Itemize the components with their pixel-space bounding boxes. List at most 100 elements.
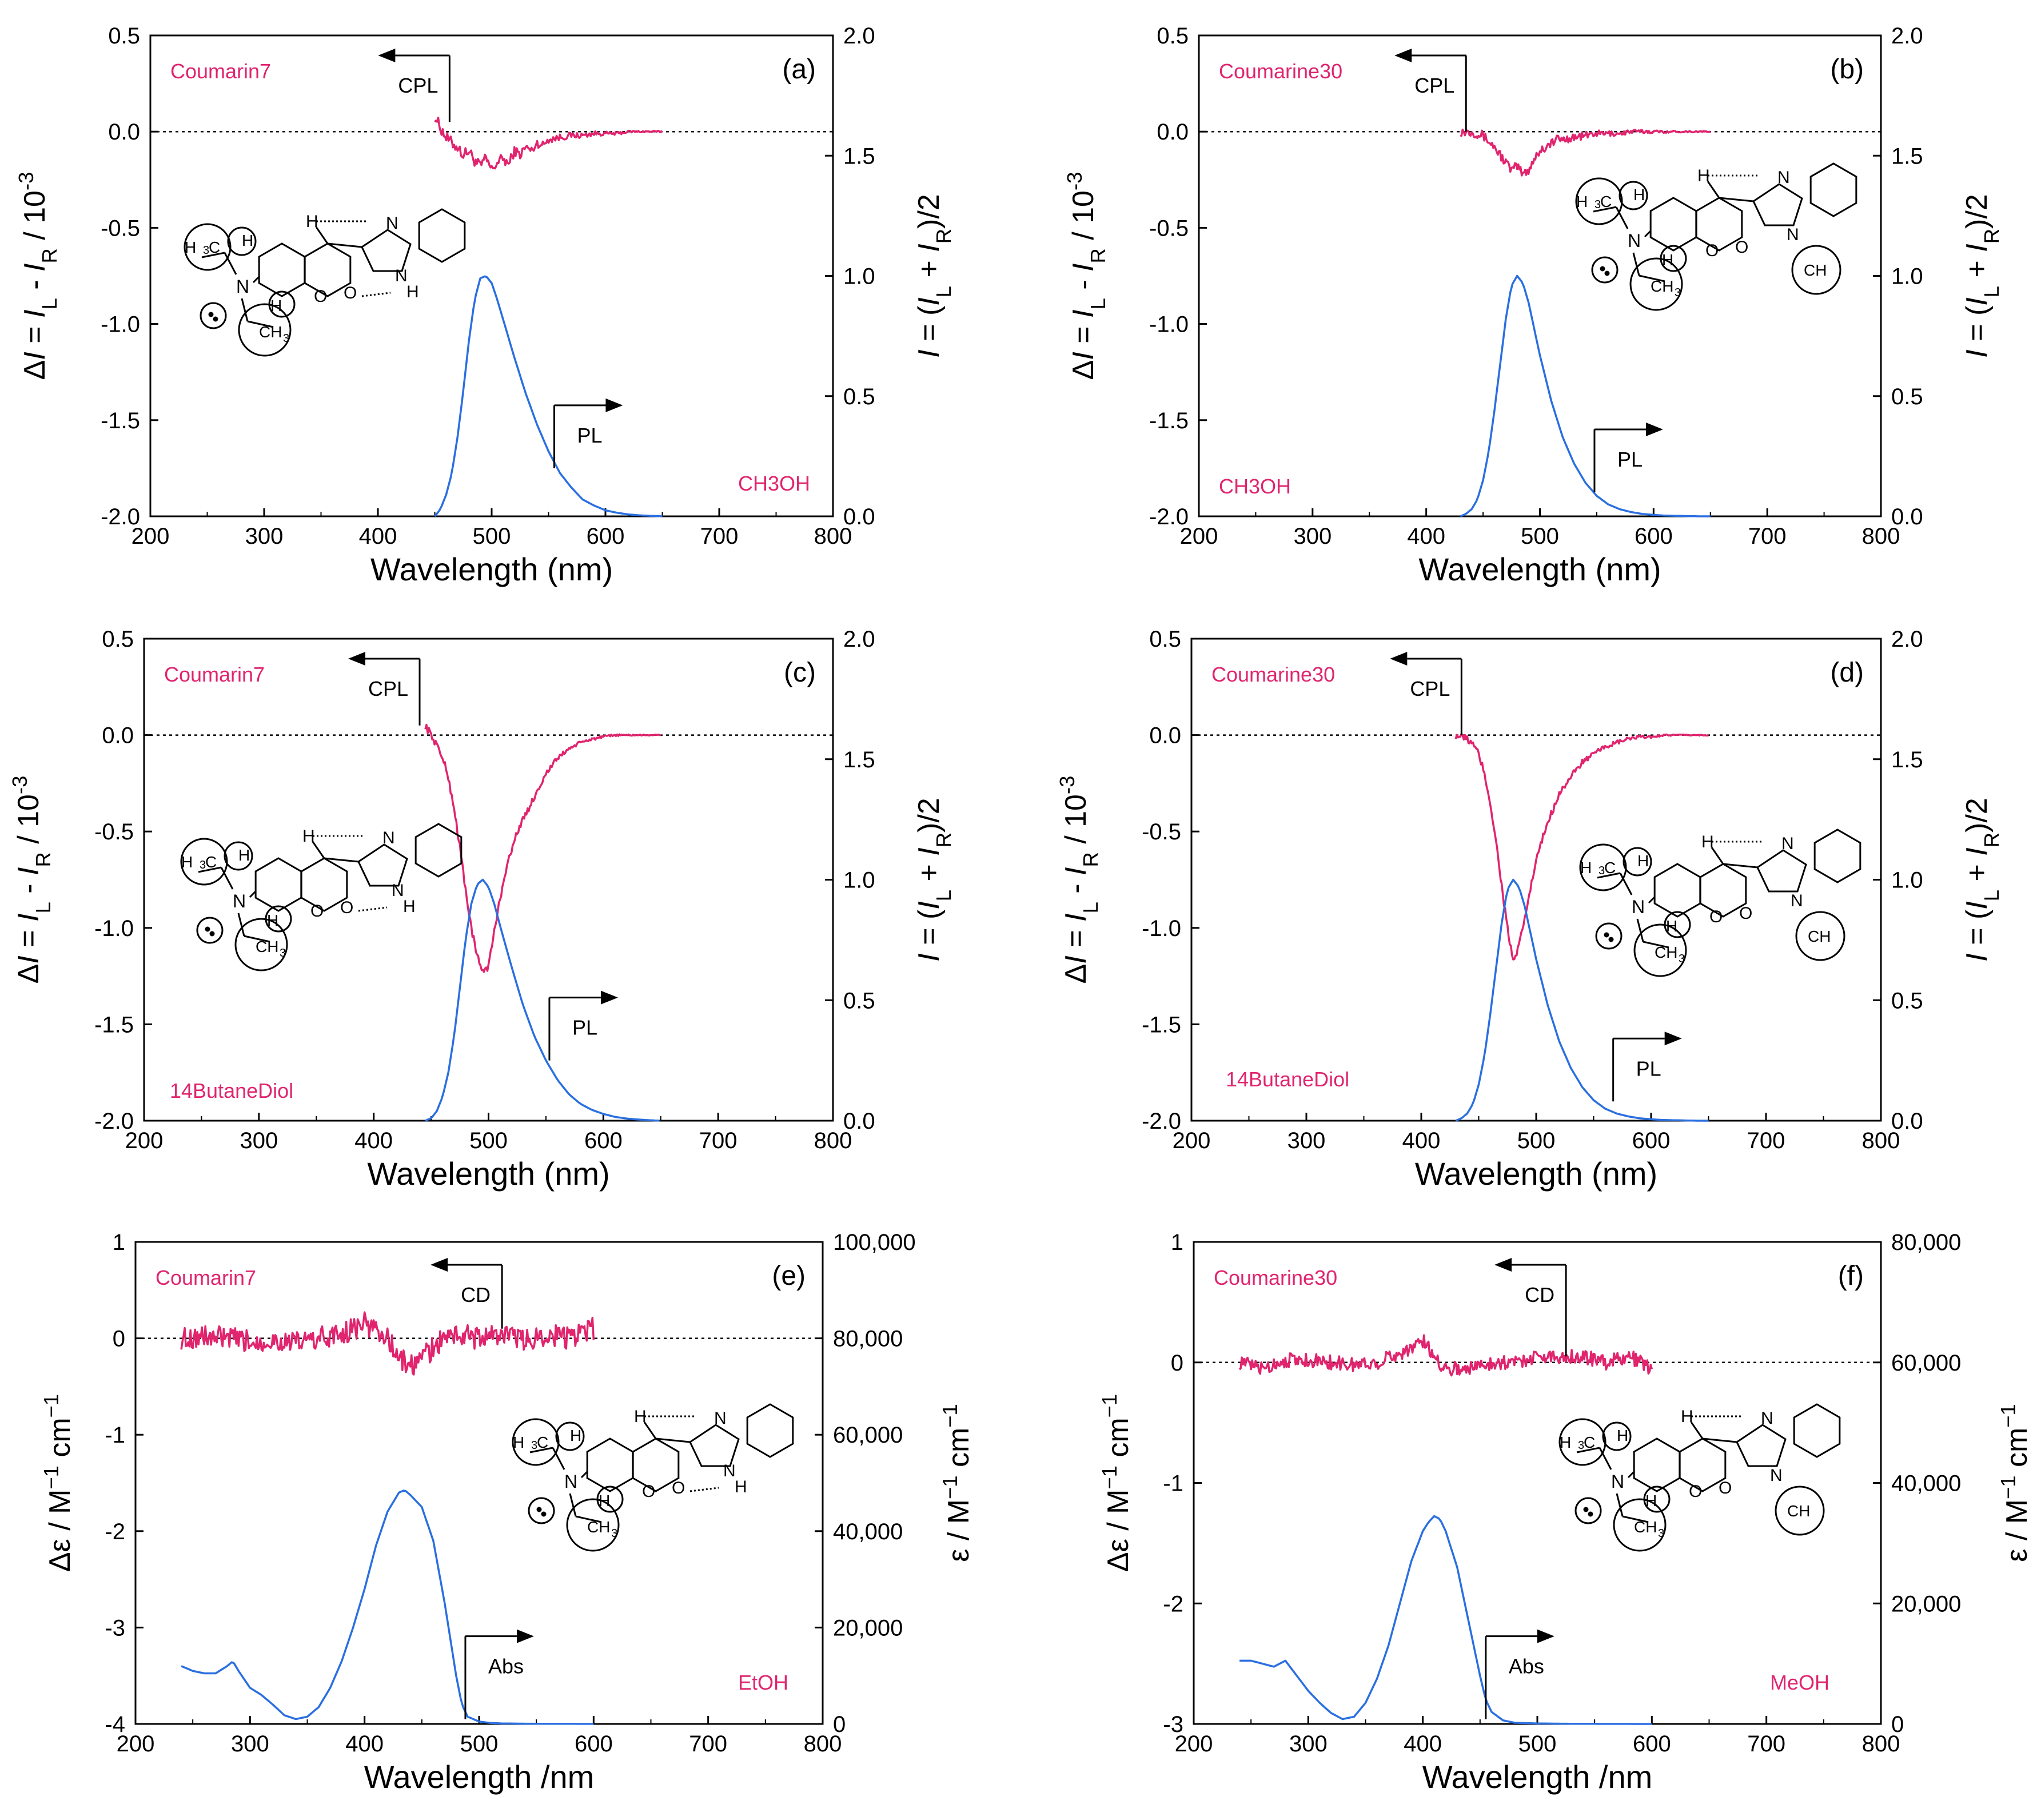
ring-bond xyxy=(254,857,302,912)
steric-arc xyxy=(1579,843,1627,891)
bond xyxy=(361,292,391,297)
solvent-label: 14ButaneDiol xyxy=(170,1079,293,1102)
right-tick-label: 1.0 xyxy=(843,868,875,893)
bond xyxy=(241,298,249,322)
lone-pair-dot xyxy=(213,316,218,322)
atom-label: H xyxy=(1617,1427,1628,1444)
solvent-label: MeOH xyxy=(1770,1671,1829,1694)
atom-label: H xyxy=(1681,1407,1693,1426)
atom-label: O xyxy=(1735,238,1748,257)
compound-label: Coumarin7 xyxy=(156,1266,256,1289)
steric-arc xyxy=(234,918,288,971)
x-tick-label: 700 xyxy=(1748,524,1787,549)
atom-label: N xyxy=(392,881,404,900)
steric-arc xyxy=(1633,923,1687,977)
left-tick-label: -0.5 xyxy=(94,819,134,845)
cpl-arrowhead xyxy=(378,49,396,62)
axis-label-part: Δε / M xyxy=(1102,1490,1135,1572)
axis-label-part: - xyxy=(1067,272,1100,298)
chart-panel-b: 200 300 400 500 600 700 800 Wavelength (nm) 0.5 0… xyxy=(1063,23,2003,587)
bond xyxy=(1639,274,1665,282)
x-tick-label: 700 xyxy=(1747,1731,1785,1757)
x-tick-label: 800 xyxy=(814,1128,852,1153)
left-tick-label: 1 xyxy=(1171,1230,1183,1255)
atom-label: CH xyxy=(1655,943,1677,961)
steric-arc xyxy=(224,841,253,871)
cpl-arrow-label: CPL xyxy=(368,677,408,700)
pl-arrowhead xyxy=(605,398,623,412)
right-tick-label: 2.0 xyxy=(843,627,875,652)
x-tick-label: 500 xyxy=(469,1128,508,1153)
atom-label: H xyxy=(267,911,278,929)
atom-label: CH xyxy=(1651,277,1673,295)
x-tick-label: 300 xyxy=(231,1731,269,1757)
left-tick-label: 0.5 xyxy=(108,23,140,49)
methyl-group xyxy=(1775,1486,1825,1536)
axis-label-part: I xyxy=(1960,349,1994,357)
atom-label: C xyxy=(537,1433,548,1451)
atom-label: 3 xyxy=(1594,198,1601,211)
atom-label: O xyxy=(1705,241,1719,260)
left-axis-label: ΔI = IL - IR / 10-3 xyxy=(14,172,61,380)
series-pl xyxy=(425,878,660,1122)
atom-label: N xyxy=(1628,230,1641,251)
atom-label: N xyxy=(1777,168,1790,187)
left-tick-label: 0.0 xyxy=(108,120,140,145)
axis-label-part: I xyxy=(1960,847,1994,855)
lone-pair-dot xyxy=(208,312,214,317)
left-axis-label: Δε / M−1 cm−1 xyxy=(1098,1394,1135,1572)
axis-label-part: )/2 xyxy=(1960,194,1994,229)
axis-label-part: I xyxy=(1067,309,1100,317)
atom-label: CH xyxy=(1787,1502,1810,1520)
ring-bond xyxy=(1653,863,1701,918)
axis-label-part: −1 xyxy=(938,1475,962,1499)
x-tick-label: 800 xyxy=(814,524,852,549)
x-tick-label: 800 xyxy=(1862,1731,1900,1757)
plot-frame xyxy=(1198,34,1882,517)
axis-label-part: - xyxy=(18,272,51,298)
ring-bond xyxy=(418,208,466,263)
atom-label: H xyxy=(242,232,253,249)
atom-label: H xyxy=(403,897,416,916)
left-tick-label: -1.0 xyxy=(101,312,140,337)
axis-label-part: L xyxy=(1980,286,2003,297)
atom-label: 3 xyxy=(1658,1527,1664,1540)
left-tick-label: -2.0 xyxy=(101,504,140,529)
steric-arc xyxy=(1660,245,1687,272)
steric-arc xyxy=(238,303,292,357)
ring-bond xyxy=(586,1437,634,1492)
bond xyxy=(1644,230,1652,238)
x-tick-label: 800 xyxy=(1862,524,1900,549)
pl-arrow-label: Abs xyxy=(1509,1655,1544,1678)
bond xyxy=(655,1437,691,1443)
atom-label: C xyxy=(1584,1433,1595,1451)
right-tick-label: 60,000 xyxy=(1891,1351,1961,1376)
lone-pair xyxy=(528,1497,555,1524)
bond xyxy=(312,841,325,859)
ring-bond xyxy=(689,1424,740,1467)
axis-label-part: L xyxy=(1980,890,2003,901)
atom-label: H xyxy=(1701,833,1714,851)
bond xyxy=(358,906,388,912)
bond xyxy=(575,1515,602,1523)
lone-pair-dot xyxy=(536,1507,542,1512)
axis-label-part: I xyxy=(18,309,51,317)
plot-frame xyxy=(149,34,834,517)
x-tick-label: 700 xyxy=(1747,1128,1785,1153)
solvent-label: CH3OH xyxy=(1219,475,1291,498)
steric-arc xyxy=(1602,1421,1632,1451)
x-axis-label: Wavelength /nm xyxy=(1422,1759,1653,1795)
atom-label: H xyxy=(735,1477,747,1496)
cpl-arrowhead xyxy=(1494,1258,1512,1272)
left-axis-label: I = (IL + IR)/2 xyxy=(1960,194,2003,357)
series-abs xyxy=(181,1490,594,1725)
left-tick-label: 0.5 xyxy=(1149,627,1181,652)
axis-label-part: / 10 xyxy=(18,190,51,248)
axis-label-part: I xyxy=(12,955,45,963)
x-tick-label: 200 xyxy=(1180,524,1218,549)
cpl-arrow-label: CD xyxy=(461,1283,491,1307)
left-tick-label: 1 xyxy=(113,1230,125,1255)
cpl-arrowhead xyxy=(430,1258,448,1272)
